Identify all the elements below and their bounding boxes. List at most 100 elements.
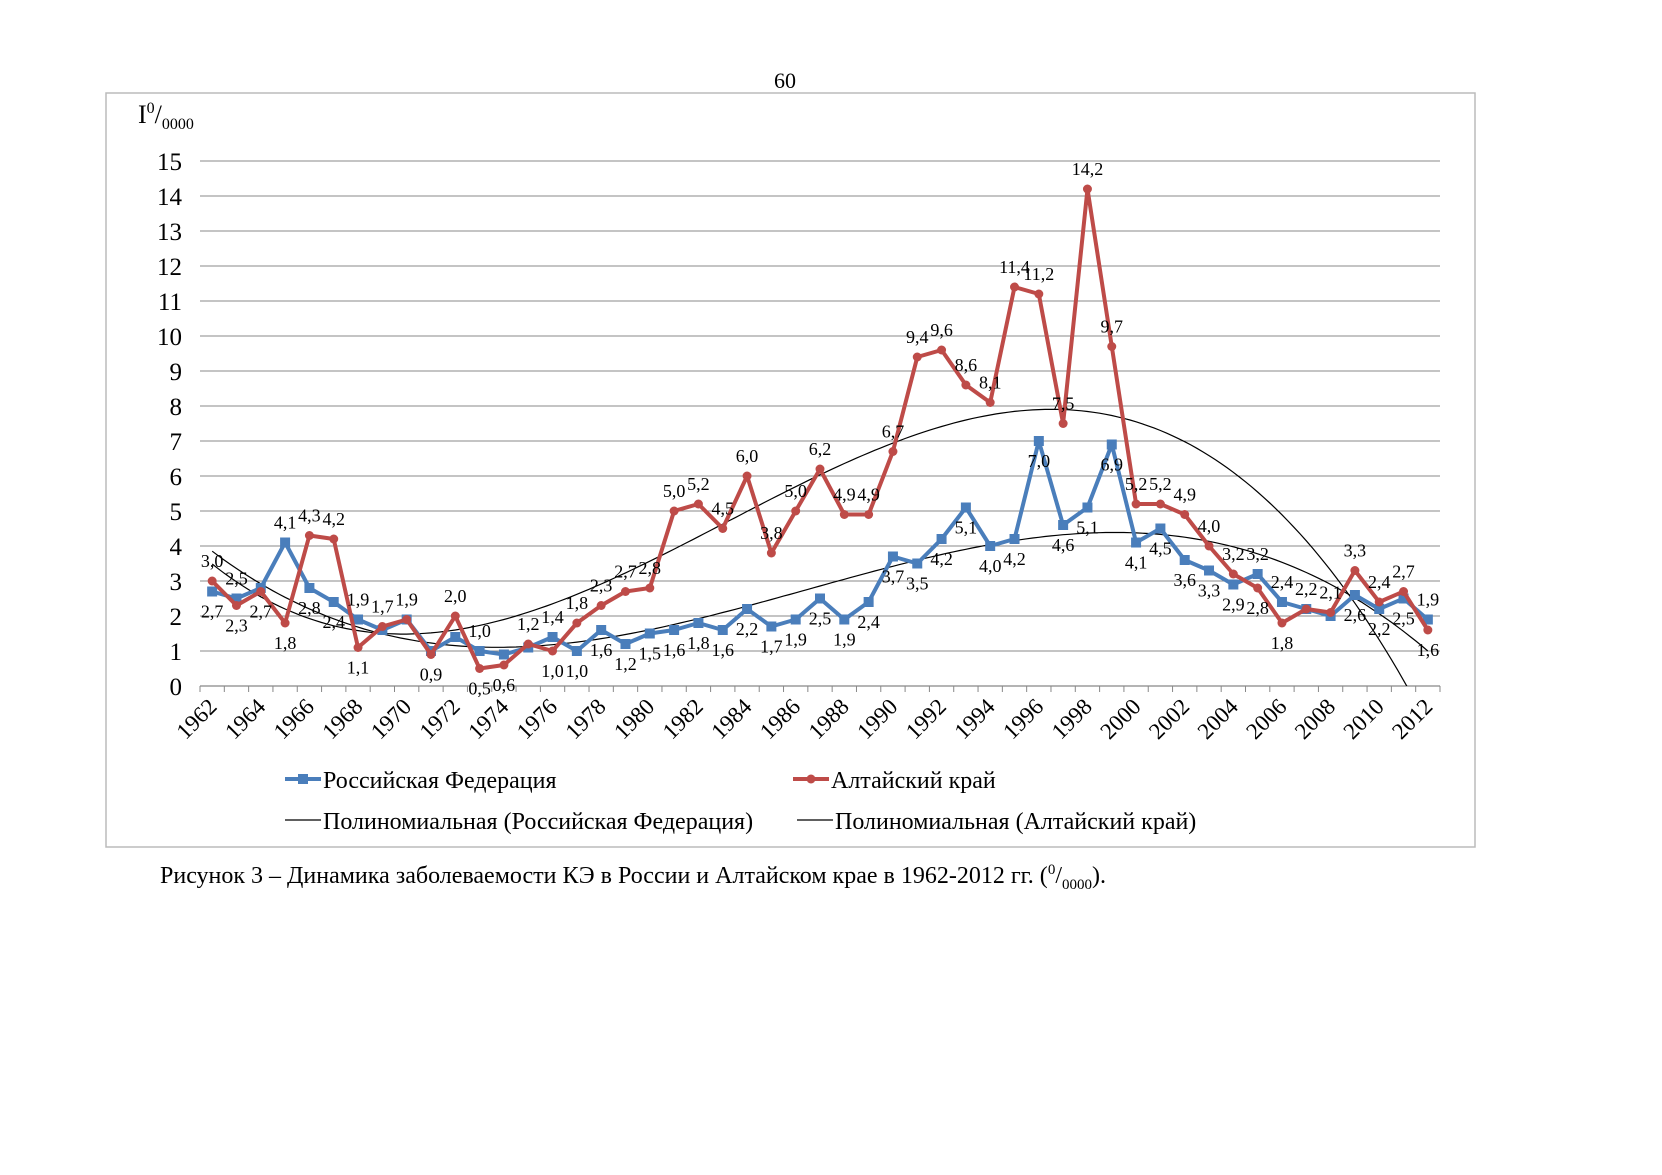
data-label: 3,7	[882, 567, 905, 587]
marker	[1131, 499, 1141, 509]
marker	[256, 587, 266, 596]
marker	[474, 646, 485, 656]
data-label: 2,8	[1246, 598, 1269, 618]
data-label: 6,9	[1101, 455, 1124, 475]
data-label: 14,2	[1072, 159, 1104, 179]
x-tick-label: 2010	[1339, 694, 1389, 744]
legend-marker	[806, 774, 816, 784]
x-tick-label: 1968	[317, 694, 367, 744]
y-tick-label: 2	[170, 604, 183, 631]
page-number: 60	[774, 68, 796, 93]
data-label: 5,0	[663, 481, 686, 501]
y-label-sub: 0000	[162, 116, 194, 133]
data-label: 8,1	[979, 373, 1002, 393]
data-label: 4,2	[322, 509, 345, 529]
data-label: 1,6	[663, 640, 686, 660]
data-label: 1,6	[1417, 640, 1440, 660]
data-label: 1,0	[566, 661, 589, 681]
marker	[1106, 439, 1117, 450]
marker	[790, 614, 801, 625]
data-label: 4,1	[1125, 553, 1148, 573]
data-label: 3,6	[1173, 570, 1196, 590]
marker	[620, 639, 631, 649]
data-label: 1,9	[347, 590, 370, 610]
marker	[1082, 184, 1092, 194]
data-label: 2,7	[201, 602, 224, 622]
data-label: 9,4	[906, 327, 929, 347]
marker	[912, 352, 922, 362]
marker	[1374, 604, 1385, 614]
marker	[742, 604, 753, 614]
marker	[936, 534, 947, 544]
data-label: 1,8	[566, 593, 589, 613]
x-tick-label: 2002	[1144, 694, 1194, 744]
marker	[1082, 502, 1093, 513]
y-tick-label: 9	[170, 359, 183, 386]
data-label: 1,8	[274, 633, 297, 653]
x-tick-label: 1970	[366, 694, 416, 744]
caption-end: ).	[1091, 863, 1106, 889]
legend-marker	[298, 774, 308, 784]
data-label: 4,3	[298, 506, 321, 526]
y-tick-label: 13	[157, 219, 182, 246]
data-label: 1,9	[1417, 590, 1440, 610]
data-label: 3,2	[1222, 544, 1245, 564]
marker	[839, 510, 849, 519]
marker	[693, 499, 703, 509]
marker	[1033, 436, 1044, 446]
marker	[1326, 608, 1336, 617]
data-label: 2,5	[1392, 609, 1415, 629]
marker	[207, 576, 217, 586]
marker	[280, 537, 291, 548]
data-label: 7,5	[1052, 394, 1075, 414]
marker	[1179, 555, 1190, 565]
data-label: 1,8	[687, 633, 710, 653]
marker	[1107, 342, 1117, 351]
x-tick-label: 1974	[463, 694, 514, 745]
y-tick-label: 15	[157, 149, 182, 176]
marker	[669, 625, 680, 635]
data-label: 1,8	[1271, 633, 1294, 653]
marker	[1253, 583, 1263, 593]
marker	[450, 611, 460, 621]
data-label: 0,5	[468, 679, 491, 699]
marker	[1423, 625, 1433, 635]
marker	[377, 622, 387, 631]
marker	[717, 625, 728, 635]
marker	[329, 534, 339, 544]
marker	[887, 551, 898, 562]
data-label: 1,7	[760, 637, 783, 657]
marker	[961, 380, 971, 390]
x-tick-label: 2012	[1387, 694, 1437, 744]
data-label: 2,5	[809, 609, 832, 629]
data-label: 5,1	[955, 518, 978, 538]
data-label: 3,0	[201, 551, 224, 571]
marker	[523, 639, 533, 649]
data-label: 3,8	[760, 523, 783, 543]
data-label: 0,9	[420, 665, 443, 685]
data-label: 2,2	[1295, 579, 1318, 599]
marker	[1350, 566, 1360, 575]
x-tick-label: 1966	[269, 694, 319, 744]
x-tick-label: 1972	[415, 694, 465, 744]
data-label: 2,9	[1222, 595, 1245, 615]
data-label: 1,0	[541, 661, 564, 681]
marker	[888, 447, 898, 456]
caption-sub: 0000	[1061, 876, 1092, 893]
marker	[572, 618, 582, 628]
data-label: 1,9	[395, 590, 418, 610]
marker	[1252, 569, 1263, 579]
marker	[1204, 541, 1214, 551]
data-label: 4,0	[1198, 516, 1221, 536]
marker	[1398, 593, 1409, 604]
data-label: 2,1	[1319, 583, 1342, 603]
data-label: 4,5	[711, 499, 734, 519]
y-label-sup: 0	[147, 100, 155, 117]
data-label: 2,4	[322, 612, 345, 632]
marker	[985, 541, 996, 551]
data-label: 4,2	[930, 549, 953, 569]
marker	[596, 601, 606, 610]
data-label: 2,3	[225, 616, 248, 636]
data-label: 0,6	[493, 675, 516, 695]
y-label-sep: /	[155, 100, 163, 129]
